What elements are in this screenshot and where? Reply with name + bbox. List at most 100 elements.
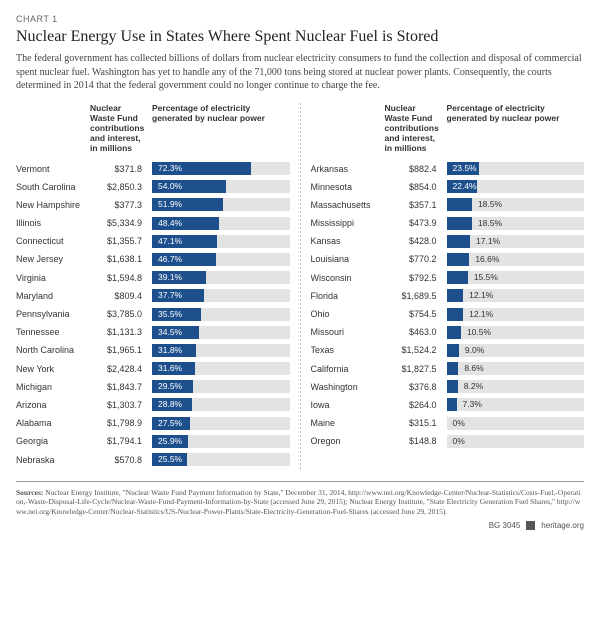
state-name: Nebraska	[16, 455, 90, 465]
bar-track: 15.5%	[447, 271, 585, 284]
table-row: Georgia$1,794.125.9%	[16, 432, 290, 450]
bell-icon	[526, 521, 535, 530]
table-row: North Carolina$1,965.131.8%	[16, 341, 290, 359]
state-name: Maine	[311, 418, 385, 428]
pct-label: 25.9%	[154, 435, 182, 448]
table-row: Iowa$264.07.3%	[311, 396, 585, 414]
pct-label: 54.0%	[154, 180, 182, 193]
pct-label: 17.1%	[472, 235, 500, 248]
table-row: South Carolina$2,850.354.0%	[16, 178, 290, 196]
state-name: Kansas	[311, 236, 385, 246]
pct-label: 10.5%	[463, 326, 491, 339]
pct-label: 8.6%	[460, 362, 483, 375]
contribution-value: $428.0	[385, 236, 447, 246]
chart-columns: Nuclear Waste Fund contributions and int…	[16, 103, 584, 469]
bar-fill	[447, 344, 459, 357]
state-name: Oregon	[311, 436, 385, 446]
bar-track: 23.5%	[447, 162, 585, 175]
bar-track: 47.1%	[152, 235, 290, 248]
contribution-value: $376.8	[385, 382, 447, 392]
contribution-value: $809.4	[90, 291, 152, 301]
bar-track: 8.6%	[447, 362, 585, 375]
table-row: Tennessee$1,131.334.5%	[16, 323, 290, 341]
contribution-value: $1,827.5	[385, 364, 447, 374]
bar-track: 34.5%	[152, 326, 290, 339]
bar-track: 17.1%	[447, 235, 585, 248]
pct-label: 18.5%	[474, 217, 502, 230]
state-name: Arizona	[16, 400, 90, 410]
contribution-value: $1,798.9	[90, 418, 152, 428]
pct-label: 47.1%	[154, 235, 182, 248]
bar-track: 7.3%	[447, 398, 585, 411]
bar-track: 8.2%	[447, 380, 585, 393]
table-row: Minnesota$854.022.4%	[311, 178, 585, 196]
table-row: Texas$1,524.29.0%	[311, 341, 585, 359]
bar-track: 25.9%	[152, 435, 290, 448]
sources-label: Sources:	[16, 488, 43, 497]
contribution-value: $882.4	[385, 164, 447, 174]
page-title: Nuclear Energy Use in States Where Spent…	[16, 28, 584, 46]
pct-label: 35.5%	[154, 308, 182, 321]
bar-track: 35.5%	[152, 308, 290, 321]
state-name: California	[311, 364, 385, 374]
table-row: Massachusetts$357.118.5%	[311, 196, 585, 214]
table-row: Ohio$754.512.1%	[311, 305, 585, 323]
pct-label: 34.5%	[154, 326, 182, 339]
left-column: Nuclear Waste Fund contributions and int…	[16, 103, 290, 469]
contribution-value: $1,303.7	[90, 400, 152, 410]
pct-label: 16.6%	[471, 253, 499, 266]
contribution-value: $570.8	[90, 455, 152, 465]
pct-label: 23.5%	[449, 162, 477, 175]
bar-fill	[447, 271, 468, 284]
table-row: Vermont$371.872.3%	[16, 159, 290, 177]
state-name: Missouri	[311, 327, 385, 337]
table-row: Nebraska$570.825.5%	[16, 450, 290, 468]
header-pct: Percentage of electricity generated by n…	[152, 103, 290, 154]
contribution-value: $463.0	[385, 327, 447, 337]
contribution-value: $1,843.7	[90, 382, 152, 392]
pct-label: 22.4%	[449, 180, 477, 193]
chart-label: CHART 1	[16, 14, 584, 24]
bar-track: 39.1%	[152, 271, 290, 284]
contribution-value: $792.5	[385, 273, 447, 283]
contribution-value: $5,334.9	[90, 218, 152, 228]
state-name: Alabama	[16, 418, 90, 428]
table-row: Arizona$1,303.728.8%	[16, 396, 290, 414]
bar-track: 25.5%	[152, 453, 290, 466]
bar-track: 31.8%	[152, 344, 290, 357]
bar-track: 0%	[447, 435, 585, 448]
pct-label: 15.5%	[470, 271, 498, 284]
pct-label: 37.7%	[154, 289, 182, 302]
state-name: Arkansas	[311, 164, 385, 174]
column-headers: Nuclear Waste Fund contributions and int…	[311, 103, 585, 154]
state-name: Florida	[311, 291, 385, 301]
bar-track: 12.1%	[447, 308, 585, 321]
pct-label: 0%	[449, 417, 465, 430]
pct-label: 12.1%	[465, 289, 493, 302]
state-name: Michigan	[16, 382, 90, 392]
pct-label: 28.8%	[154, 398, 182, 411]
table-row: Missouri$463.0 10.5%	[311, 323, 585, 341]
table-row: California$1,827.5 8.6%	[311, 360, 585, 378]
contribution-value: $1,965.1	[90, 345, 152, 355]
table-row: Kansas$428.0 17.1%	[311, 232, 585, 250]
table-row: Louisiana$770.216.6%	[311, 250, 585, 268]
table-row: Florida$1,689.5 12.1%	[311, 287, 585, 305]
bar-fill	[447, 362, 459, 375]
header-contrib: Nuclear Waste Fund contributions and int…	[385, 103, 447, 154]
table-row: Arkansas$882.423.5%	[311, 159, 585, 177]
contribution-value: $1,689.5	[385, 291, 447, 301]
contribution-value: $377.3	[90, 200, 152, 210]
bar-track: 51.9%	[152, 198, 290, 211]
bar-track: 18.5%	[447, 198, 585, 211]
state-name: Texas	[311, 345, 385, 355]
bar-track: 31.6%	[152, 362, 290, 375]
contribution-value: $854.0	[385, 182, 447, 192]
state-name: Georgia	[16, 436, 90, 446]
table-row: Maine$315.10%	[311, 414, 585, 432]
pct-label: 0%	[449, 435, 465, 448]
state-name: South Carolina	[16, 182, 90, 192]
bar-track: 72.3%	[152, 162, 290, 175]
pct-label: 25.5%	[154, 453, 182, 466]
right-column: Nuclear Waste Fund contributions and int…	[311, 103, 585, 469]
